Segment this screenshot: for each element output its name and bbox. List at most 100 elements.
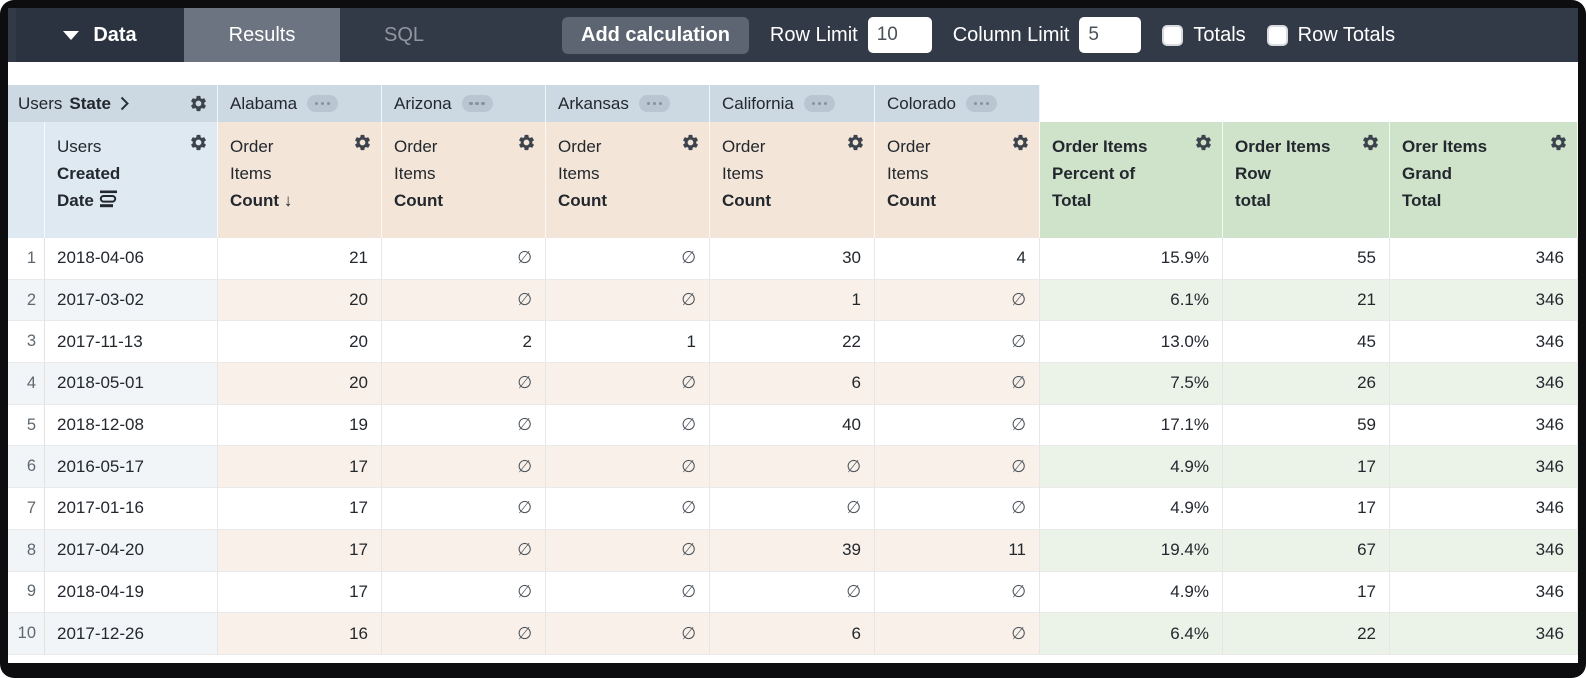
measure-value-cell[interactable]: ∅	[875, 446, 1040, 489]
measure-value-cell[interactable]: 1	[546, 321, 710, 364]
measure-value-cell[interactable]: 4	[875, 238, 1040, 280]
pivot-dimension-header[interactable]: Users State	[8, 85, 218, 122]
ellipsis-pill[interactable]	[803, 95, 835, 112]
ellipsis-pill[interactable]	[307, 95, 339, 112]
row-total-cell[interactable]: 59	[1223, 404, 1390, 447]
measure-header[interactable]: Order Items Count	[710, 122, 875, 238]
measure-value-cell[interactable]: ∅	[382, 446, 546, 489]
measure-value-cell[interactable]: ∅	[382, 613, 546, 655]
row-dimension-header[interactable]: Users Created Date	[45, 122, 218, 238]
percent-of-total-cell[interactable]: 4.9%	[1040, 571, 1223, 614]
percent-of-total-cell[interactable]: 7.5%	[1040, 363, 1223, 405]
ellipsis-pill[interactable]	[966, 95, 997, 112]
measure-value-cell[interactable]: 17	[218, 571, 382, 614]
measure-value-cell[interactable]: 17	[218, 488, 382, 530]
measure-value-cell[interactable]: ∅	[546, 279, 710, 322]
add-calculation-button[interactable]: Add calculation	[562, 16, 749, 54]
measure-value-cell[interactable]: ∅	[382, 238, 546, 280]
measure-value-cell[interactable]: ∅	[546, 238, 710, 280]
row-total-cell[interactable]: 17	[1223, 488, 1390, 530]
gear-icon[interactable]	[1361, 133, 1380, 152]
measure-value-cell[interactable]: ∅	[875, 279, 1040, 322]
measure-value-cell[interactable]: ∅	[546, 488, 710, 530]
calc-column-header-percent-of-total[interactable]: Order Items Percent of Total	[1040, 122, 1223, 238]
measure-value-cell[interactable]: ∅	[546, 404, 710, 447]
gear-icon[interactable]	[353, 133, 372, 152]
row-total-cell[interactable]: 26	[1223, 363, 1390, 405]
date-cell[interactable]: 2017-11-13	[45, 321, 218, 364]
grand-total-cell[interactable]: 346	[1390, 238, 1578, 280]
grand-total-cell[interactable]: 346	[1390, 571, 1578, 614]
totals-checkbox[interactable]	[1162, 24, 1184, 46]
row-total-cell[interactable]: 17	[1223, 446, 1390, 489]
gear-icon[interactable]	[1194, 133, 1213, 152]
measure-value-cell[interactable]: ∅	[546, 363, 710, 405]
measure-value-cell[interactable]: ∅	[546, 613, 710, 655]
measure-header[interactable]: Order Items Count	[546, 122, 710, 238]
row-total-cell[interactable]: 21	[1223, 279, 1390, 322]
percent-of-total-cell[interactable]: 17.1%	[1040, 404, 1223, 447]
row-limit-input[interactable]	[867, 17, 932, 53]
date-cell[interactable]: 2018-12-08	[45, 404, 218, 447]
pivot-value-header[interactable]: Colorado	[875, 85, 1040, 122]
grand-total-cell[interactable]: 346	[1390, 488, 1578, 530]
measure-value-cell[interactable]: 40	[710, 404, 875, 447]
date-cell[interactable]: 2017-12-26	[45, 613, 218, 655]
measure-value-cell[interactable]: ∅	[875, 571, 1040, 614]
measure-header[interactable]: Order Items Count	[875, 122, 1040, 238]
measure-value-cell[interactable]: 30	[710, 238, 875, 280]
gear-icon[interactable]	[1549, 133, 1568, 152]
percent-of-total-cell[interactable]: 13.0%	[1040, 321, 1223, 364]
pivot-value-header[interactable]: Alabama	[218, 85, 382, 122]
measure-value-cell[interactable]: ∅	[382, 488, 546, 530]
percent-of-total-cell[interactable]: 4.9%	[1040, 488, 1223, 530]
ellipsis-pill[interactable]	[638, 95, 670, 112]
measure-value-cell[interactable]: ∅	[546, 446, 710, 489]
gear-icon[interactable]	[681, 133, 700, 152]
measure-value-cell[interactable]: 17	[218, 529, 382, 572]
measure-value-cell[interactable]: 20	[218, 321, 382, 364]
row-total-cell[interactable]: 22	[1223, 613, 1390, 655]
row-totals-checkbox[interactable]	[1266, 24, 1288, 46]
measure-value-cell[interactable]: 6	[710, 363, 875, 405]
measure-value-cell[interactable]: 1	[710, 279, 875, 322]
date-cell[interactable]: 2018-04-19	[45, 571, 218, 614]
measure-value-cell[interactable]: ∅	[710, 571, 875, 614]
measure-value-cell[interactable]: 17	[218, 446, 382, 489]
measure-value-cell[interactable]: 16	[218, 613, 382, 655]
measure-value-cell[interactable]: ∅	[382, 363, 546, 405]
pivot-value-header[interactable]: Arkansas	[546, 85, 710, 122]
date-cell[interactable]: 2018-05-01	[45, 363, 218, 405]
pivot-value-header[interactable]: California	[710, 85, 875, 122]
column-limit-input[interactable]	[1079, 17, 1142, 53]
row-total-cell[interactable]: 45	[1223, 321, 1390, 364]
measure-value-cell[interactable]: 39	[710, 529, 875, 572]
measure-value-cell[interactable]: 6	[710, 613, 875, 655]
measure-header[interactable]: Order Items Count	[382, 122, 546, 238]
pivot-value-header[interactable]: Arizona	[382, 85, 546, 122]
measure-value-cell[interactable]: ∅	[875, 363, 1040, 405]
grand-total-cell[interactable]: 346	[1390, 321, 1578, 364]
percent-of-total-cell[interactable]: 6.1%	[1040, 279, 1223, 322]
date-cell[interactable]: 2017-01-16	[45, 488, 218, 530]
gear-icon[interactable]	[189, 133, 208, 152]
measure-value-cell[interactable]: ∅	[382, 279, 546, 322]
grand-total-cell[interactable]: 346	[1390, 404, 1578, 447]
date-cell[interactable]: 2016-05-17	[45, 446, 218, 489]
measure-value-cell[interactable]: ∅	[710, 488, 875, 530]
gear-icon[interactable]	[846, 133, 865, 152]
measure-value-cell[interactable]: ∅	[546, 529, 710, 572]
percent-of-total-cell[interactable]: 19.4%	[1040, 529, 1223, 572]
calc-column-header-grand-total[interactable]: Orer Items Grand Total	[1390, 122, 1578, 238]
measure-header[interactable]: Order Items Count ↓	[218, 122, 382, 238]
calc-column-header-row-total[interactable]: Order Items Row total	[1223, 122, 1390, 238]
measure-value-cell[interactable]: ∅	[382, 529, 546, 572]
date-cell[interactable]: 2018-04-06	[45, 238, 218, 280]
percent-of-total-cell[interactable]: 15.9%	[1040, 238, 1223, 280]
measure-value-cell[interactable]: ∅	[382, 571, 546, 614]
measure-value-cell[interactable]: ∅	[875, 613, 1040, 655]
grand-total-cell[interactable]: 346	[1390, 613, 1578, 655]
row-total-cell[interactable]: 17	[1223, 571, 1390, 614]
measure-value-cell[interactable]: 2	[382, 321, 546, 364]
tab-results[interactable]: Results	[184, 8, 340, 62]
